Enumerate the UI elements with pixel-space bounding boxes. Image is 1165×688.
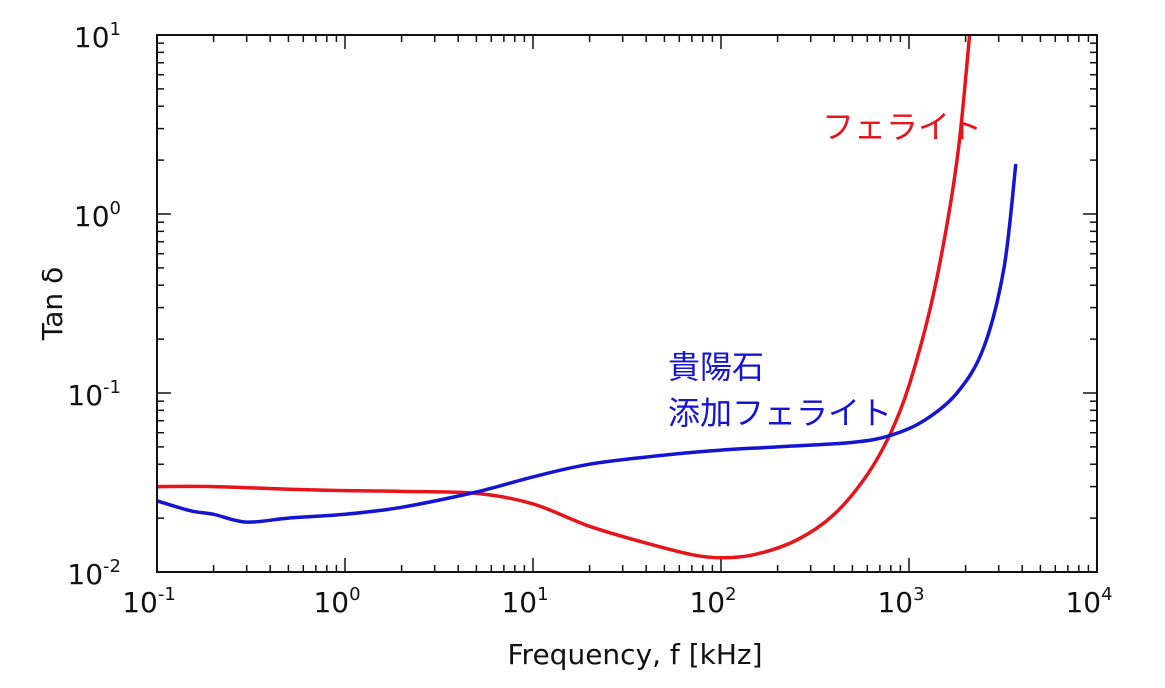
plot-frame [156, 34, 1098, 573]
annotation-kiyoseki-line1: 貴陽石 [668, 348, 764, 386]
y-tick-label: 100 [74, 198, 121, 233]
y-tick-label: 10-2 [67, 556, 121, 591]
x-tick-label: 10-1 [122, 584, 176, 619]
y-tick-label: 10-1 [67, 377, 121, 412]
y-axis-label: Tan δ [36, 267, 69, 341]
x-tick-label: 104 [1065, 584, 1112, 619]
series-line-kiyoseki-ferrite [156, 163, 1018, 524]
x-tick-label: 102 [689, 584, 736, 619]
annotation-kiyoseki-line2: 添加フェライト [668, 394, 892, 432]
x-tick-label: 101 [501, 584, 548, 619]
annotation-ferrite: フェライト [822, 108, 982, 146]
x-tick-label: 103 [877, 584, 924, 619]
y-tick-label: 101 [74, 19, 121, 54]
series-layer [156, 34, 1018, 560]
series-line-ferrite [156, 34, 972, 560]
x-tick-label: 100 [313, 584, 360, 619]
x-axis-label: Frequency, f [kHz] [507, 638, 762, 671]
ticks-layer [156, 35, 1097, 573]
